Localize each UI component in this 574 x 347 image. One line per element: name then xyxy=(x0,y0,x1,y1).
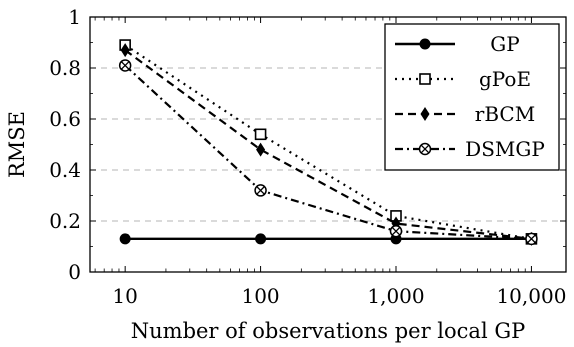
y-tick-label-1: 0.2 xyxy=(49,209,81,233)
x-tick-label-1: 100 xyxy=(241,284,279,308)
x-ticks: 10 100 1,000 10,000 xyxy=(94,17,566,308)
legend-marker-gpoe xyxy=(419,73,431,85)
y-ticks: 0 0.2 0.4 0.6 0.8 1 xyxy=(49,5,566,284)
legend-box xyxy=(384,23,560,171)
legend-marker-dsmgp xyxy=(418,142,432,156)
point-gp-0 xyxy=(119,233,131,245)
x-tick-label-2: 1,000 xyxy=(367,284,424,308)
legend-label-dsmgp: DSMGP xyxy=(465,137,545,161)
legend-label-rbcm: rBCM xyxy=(475,102,535,126)
y-tick-label-4: 0.8 xyxy=(49,56,81,80)
series-group xyxy=(118,39,538,246)
legend-marker-gp xyxy=(419,38,431,50)
point-dsmgp-1 xyxy=(254,184,267,197)
legend-marker-rbcm xyxy=(420,107,430,121)
legend-label-gpoe: gPoE xyxy=(479,67,531,91)
series-line-rbcm xyxy=(124,49,532,240)
y-tick-label-3: 0.6 xyxy=(49,107,81,131)
plot-frame xyxy=(89,16,567,273)
x-tick-label-3: 10,000 xyxy=(496,284,566,308)
y-tick-label-0: 0 xyxy=(68,260,81,284)
point-dsmgp-3 xyxy=(525,232,538,246)
point-rbcm-0 xyxy=(120,43,130,58)
point-rbcm-1 xyxy=(256,142,266,157)
point-gpoe-1 xyxy=(254,128,267,141)
legend: GP gPoE rBCM DSMGP xyxy=(384,23,560,171)
point-gp-1 xyxy=(255,233,267,245)
series-line-dsmgp xyxy=(124,64,532,240)
x-tick-label-0: 10 xyxy=(112,284,137,308)
point-dsmgp-0 xyxy=(118,59,132,72)
legend-label-gp: GP xyxy=(490,32,519,56)
x-axis-label: Number of observations per local GP xyxy=(131,319,526,343)
y-tick-label-2: 0.4 xyxy=(49,158,81,182)
y-tick-label-5: 1 xyxy=(68,5,81,29)
point-dsmgp-2 xyxy=(389,224,403,238)
y-axis-label: RMSE xyxy=(5,111,29,178)
